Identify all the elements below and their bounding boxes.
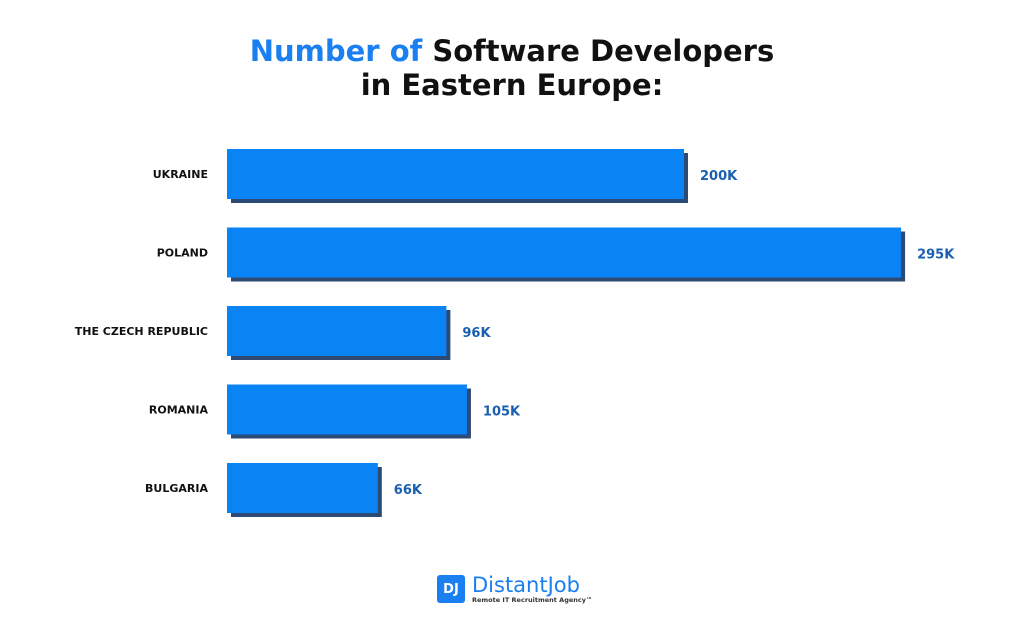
logo-tagline: Remote IT Recruitment Agency™ — [472, 596, 593, 604]
bar — [227, 227, 902, 278]
value-label: 200K — [700, 169, 738, 184]
value-label: 295K — [917, 248, 955, 263]
value-label: 105K — [483, 405, 521, 420]
chart-title: Number of Software Developers in Eastern… — [0, 34, 1024, 102]
bar — [227, 149, 684, 199]
title-accent: Number of — [249, 34, 423, 68]
category-label: BULGARIA — [145, 482, 208, 495]
title-rest: Software Developers — [422, 34, 775, 68]
logo-mark: DJ — [437, 575, 465, 603]
category-label: ROMANIA — [149, 404, 209, 417]
title-line2: in Eastern Europe: — [360, 68, 664, 102]
category-label: POLAND — [157, 247, 208, 260]
bar — [227, 306, 447, 356]
value-label: 66K — [394, 483, 423, 498]
bar — [227, 384, 467, 435]
value-label: 96K — [462, 326, 491, 341]
logo-name: DistantJob — [472, 573, 580, 597]
category-label: THE CZECH REPUBLIC — [75, 325, 208, 338]
bar — [227, 463, 378, 513]
category-label: UKRAINE — [153, 168, 208, 181]
distantjob-logo: DJ DistantJob Remote IT Recruitment Agen… — [437, 574, 592, 604]
